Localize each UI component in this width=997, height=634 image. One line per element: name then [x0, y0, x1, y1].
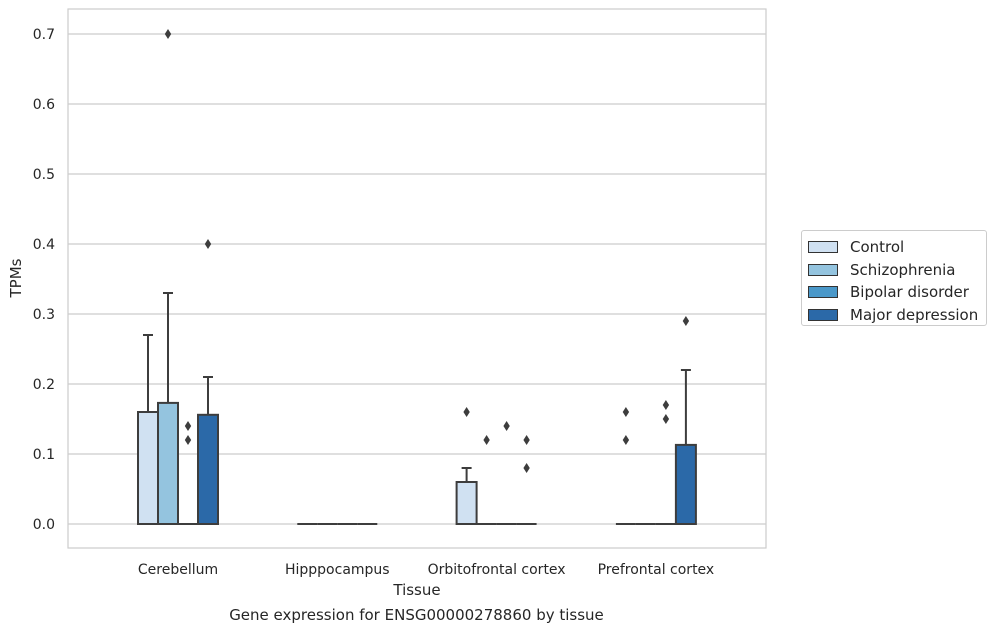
outlier-point [164, 29, 172, 39]
outlier-point [682, 316, 690, 326]
y-tick-label: 0.0 [33, 517, 55, 533]
plot-frame [67, 8, 767, 549]
outlier-point [483, 435, 490, 445]
legend-item: Schizophrenia [808, 259, 986, 282]
legend-label: Schizophrenia [850, 260, 956, 279]
outlier-point [184, 421, 192, 431]
legend: Control Schizophrenia Bipolar disorder M… [801, 230, 987, 326]
legend-label: Major depression [850, 305, 979, 324]
outlier-points [164, 29, 690, 473]
outlier-point [622, 435, 630, 445]
x-tick-label: Prefrontal cortex [598, 562, 715, 578]
outlier-point [503, 421, 510, 431]
bar [157, 401, 179, 525]
x-tick-label: Hipppocampus [285, 562, 390, 578]
y-tick-label: 0.4 [33, 237, 55, 253]
y-tick-label: 0.3 [33, 307, 55, 323]
outlier-point [622, 407, 630, 417]
x-tick-labels: Cerebellum Hipppocampus Orbitofrontal cort… [138, 562, 714, 578]
legend-swatch [808, 286, 838, 299]
legend-label: Bipolar disorder [850, 283, 969, 302]
grid-lines [68, 33, 766, 525]
outlier-point [184, 435, 192, 445]
bar [137, 411, 159, 525]
y-tick-label: 0.1 [33, 447, 55, 463]
x-tick-label: Cerebellum [138, 562, 218, 578]
outlier-point [523, 463, 530, 473]
outlier-point [463, 407, 470, 417]
outlier-point [662, 400, 670, 410]
error-bars [143, 292, 691, 482]
outlier-point [204, 239, 212, 249]
legend-item: Bipolar disorder [808, 281, 986, 304]
x-axis-title: Tissue [392, 581, 440, 599]
y-tick-label: 0.2 [33, 377, 55, 393]
outlier-point [662, 414, 670, 424]
y-tick-label: 0.6 [33, 97, 55, 113]
legend-label: Control [850, 238, 905, 257]
legend-item: Major depression [808, 304, 986, 327]
x-tick-label: Orbitofrontal cortex [428, 562, 566, 578]
legend-swatch [808, 241, 838, 254]
bars [137, 401, 697, 525]
chart-caption: Gene expression for ENSG00000278860 by t… [229, 606, 604, 624]
y-tick-label: 0.5 [33, 167, 55, 183]
bar [674, 443, 697, 525]
bar [197, 413, 219, 525]
outlier-point [523, 435, 530, 445]
legend-item: Control [808, 236, 986, 259]
bar [455, 481, 478, 525]
y-tick-labels: 0.0 0.1 0.2 0.3 0.4 0.5 0.6 0.7 [33, 27, 55, 533]
y-tick-label: 0.7 [33, 27, 55, 43]
legend-swatch [808, 263, 838, 276]
y-axis-title: TPMs [7, 258, 25, 298]
legend-swatch [808, 308, 838, 321]
